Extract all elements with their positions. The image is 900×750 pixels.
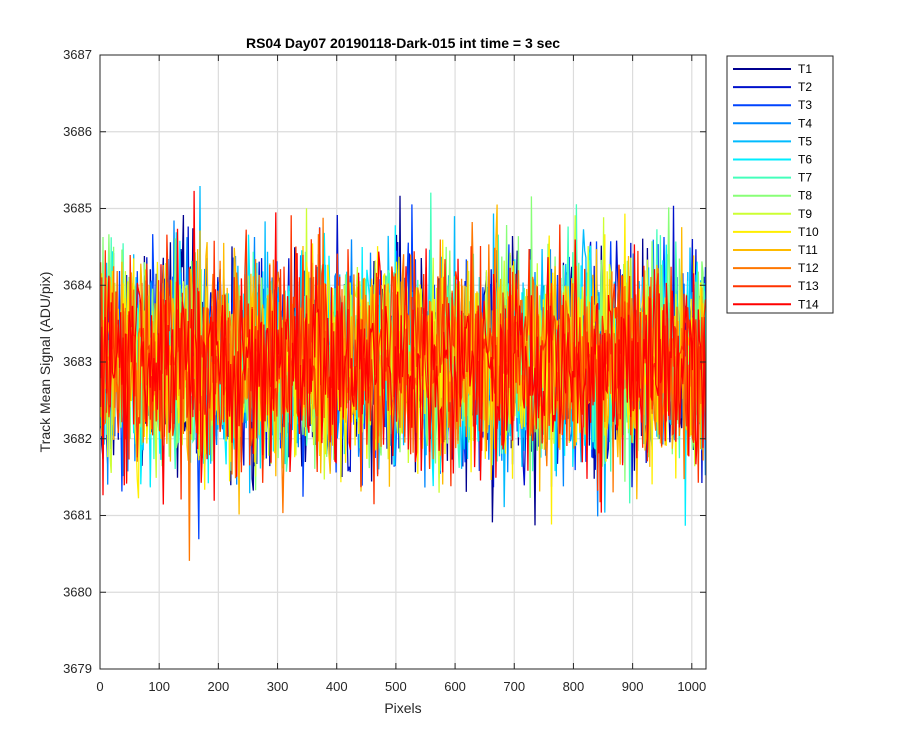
x-tick-label: 1000 xyxy=(677,679,706,694)
y-tick-label: 3683 xyxy=(63,354,92,369)
legend-label-t14: T14 xyxy=(798,297,819,311)
y-tick-label: 3680 xyxy=(63,584,92,599)
x-tick-label: 800 xyxy=(563,679,585,694)
legend-label-t13: T13 xyxy=(798,279,819,293)
legend: T1 T2 T3 T4 T5 T6 T7 T8 T9 T10 T11 T12 T13 T14 xyxy=(726,55,834,314)
legend-label-t10: T10 xyxy=(798,225,819,239)
legend-label-t6: T6 xyxy=(798,153,812,167)
x-tick-label: 200 xyxy=(208,679,230,694)
legend-label-t5: T5 xyxy=(798,134,812,148)
legend-label-t9: T9 xyxy=(798,207,812,221)
x-tick-label: 700 xyxy=(503,679,525,694)
legend-label-t4: T4 xyxy=(798,116,812,130)
series-line-t12 xyxy=(100,217,706,561)
legend-label-t1: T1 xyxy=(798,62,812,76)
x-tick-label: 400 xyxy=(326,679,348,694)
y-tick-label: 3685 xyxy=(63,201,92,216)
axis-ticks: 0 100 200 300 400 500 600 700 800 900 1000 3679 3680… xyxy=(63,47,706,694)
legend-label-t2: T2 xyxy=(798,80,812,94)
x-tick-label: 0 xyxy=(96,679,103,694)
y-axis-label: Track Mean Signal (ADU/pix) xyxy=(37,272,53,453)
legend-label-t11: T11 xyxy=(798,243,818,257)
legend-label-t12: T12 xyxy=(798,261,819,275)
x-axis-label: Pixels xyxy=(384,700,421,716)
chart-title: RS04 Day07 20190118-Dark-015 int time = … xyxy=(246,35,560,51)
y-tick-label: 3684 xyxy=(63,277,92,292)
y-tick-label: 3681 xyxy=(63,508,92,523)
x-tick-label: 900 xyxy=(622,679,644,694)
series-line-t14 xyxy=(100,190,706,513)
series-lines xyxy=(100,185,706,561)
y-tick-label: 3686 xyxy=(63,124,92,139)
legend-label-t7: T7 xyxy=(798,171,812,185)
x-tick-label: 100 xyxy=(148,679,170,694)
x-tick-label: 300 xyxy=(267,679,289,694)
y-tick-label: 3679 xyxy=(63,661,92,676)
y-tick-label: 3687 xyxy=(63,47,92,62)
legend-label-t8: T8 xyxy=(798,189,812,203)
x-tick-label: 600 xyxy=(444,679,466,694)
legend-box xyxy=(726,55,834,314)
x-tick-label: 500 xyxy=(385,679,407,694)
legend-label-t3: T3 xyxy=(798,98,812,112)
y-tick-label: 3682 xyxy=(63,431,92,446)
